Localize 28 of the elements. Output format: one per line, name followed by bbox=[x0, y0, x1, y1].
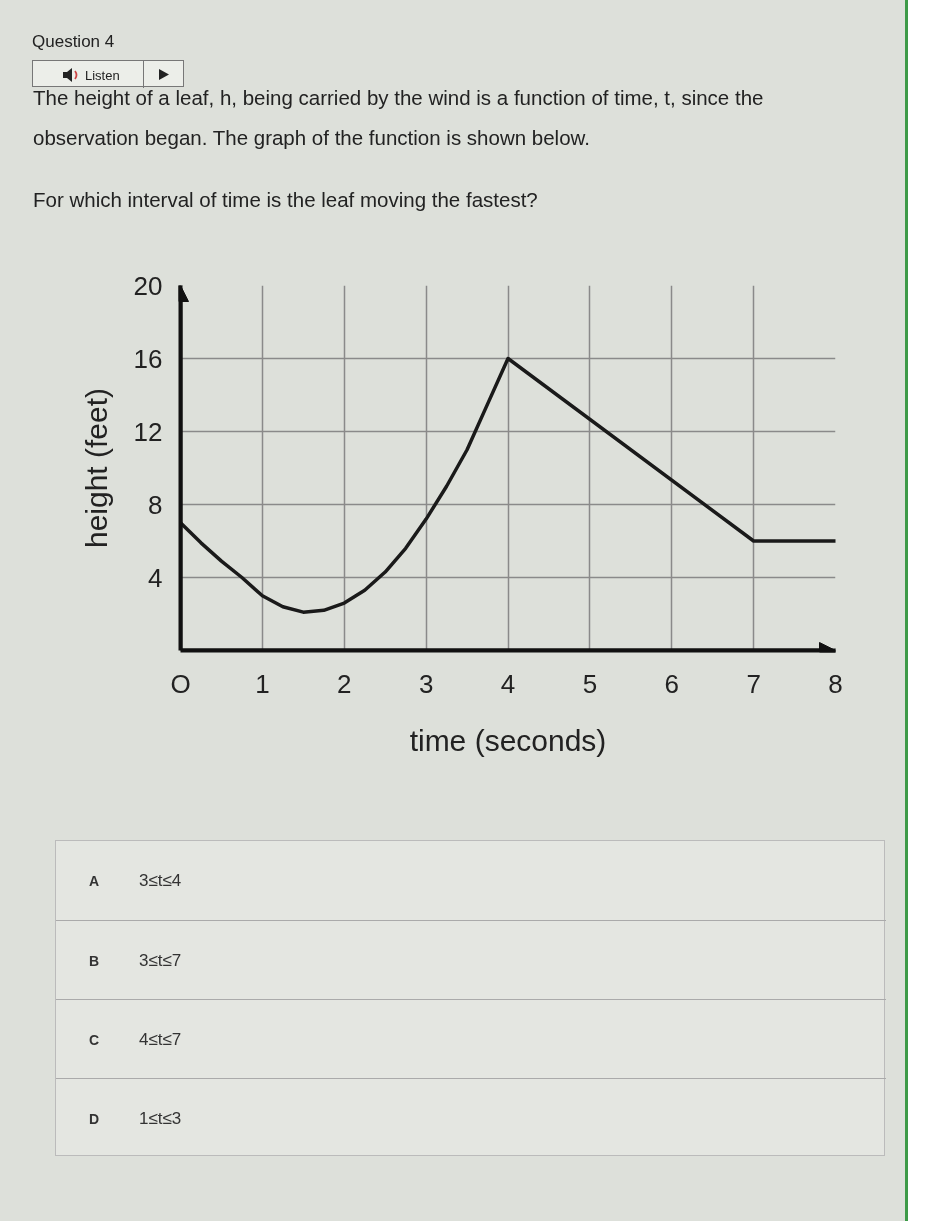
x-tick-label: 4 bbox=[500, 668, 516, 699]
text: D bbox=[89, 1110, 100, 1129]
y-tick-label: 16 bbox=[133, 343, 163, 374]
text: For which interval of time is the leaf moving the fastest? bbox=[33, 187, 538, 213]
text: 1≤t≤3 bbox=[139, 1108, 182, 1130]
x-tick-label: 1 bbox=[255, 668, 270, 699]
chart-title: Question 4 bbox=[32, 31, 115, 53]
y-tick-label: 4 bbox=[148, 562, 163, 593]
y-tick-label: 12 bbox=[133, 416, 163, 447]
text: 4≤t≤7 bbox=[139, 1029, 182, 1051]
x-tick-label: 2 bbox=[337, 668, 352, 699]
chart-subtitle: The height of a leaf, h, being carried by the wind is a function of time, t, since the observation began. The graph of the function is shown below. bbox=[33, 86, 764, 149]
x-axis-title: time (seconds) bbox=[409, 723, 607, 757]
text: 3≤t≤7 bbox=[139, 950, 182, 972]
x-tick-label: 3 bbox=[418, 668, 434, 699]
text: 3≤t≤4 bbox=[139, 870, 182, 892]
y-tick-label: 8 bbox=[148, 489, 163, 520]
y-tick-label: 20 bbox=[133, 270, 163, 301]
x-tick-label: O bbox=[170, 668, 191, 699]
x-tick-label: 8 bbox=[828, 668, 843, 699]
text: A bbox=[89, 872, 100, 891]
text: Listen bbox=[85, 67, 120, 85]
x-tick-label: 7 bbox=[746, 668, 761, 699]
text: B bbox=[89, 952, 100, 971]
text: C bbox=[89, 1031, 100, 1050]
x-tick-label: 6 bbox=[664, 668, 679, 699]
x-tick-label: 5 bbox=[582, 668, 598, 699]
y-axis-title: height (feet) bbox=[79, 387, 113, 549]
